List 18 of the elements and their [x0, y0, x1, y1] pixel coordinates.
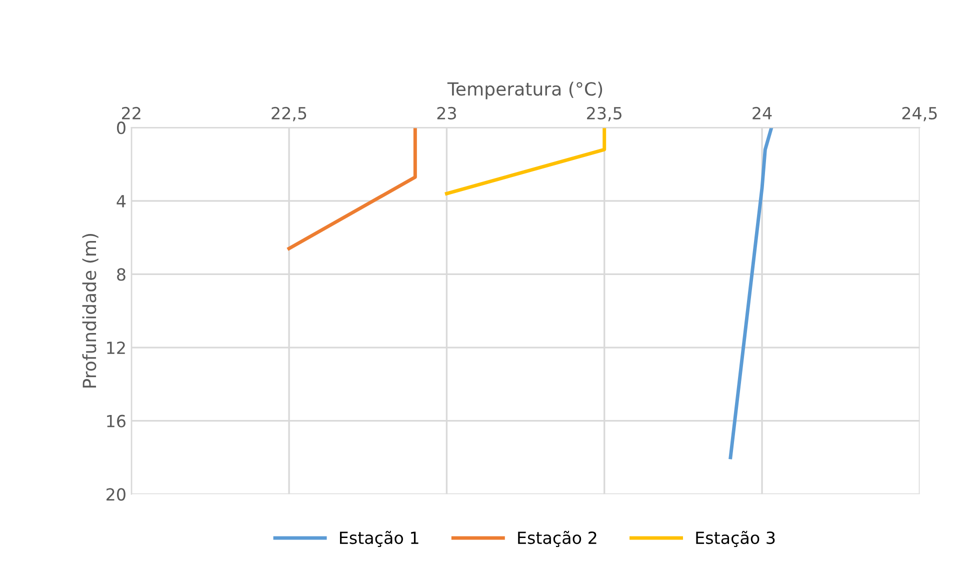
- y-tick-label: 16: [107, 414, 126, 428]
- y-tick-label: 20: [106, 488, 126, 501]
- legend-label: Estação 3: [696, 530, 775, 548]
- x-tick-label: 22: [122, 106, 140, 120]
- line-series: [728, 128, 774, 460]
- legend-label: Estação 1: [340, 530, 418, 548]
- x-tick-label: 23: [437, 106, 456, 120]
- y-tick-label: 8: [117, 268, 126, 281]
- x-tick-label: 24,5: [902, 106, 937, 122]
- x-tick-label: 24: [752, 106, 772, 120]
- x-tick-label: 22,5: [272, 106, 306, 122]
- y-axis-title: Profundidade (m): [82, 234, 98, 388]
- y-tick-label: 0: [117, 122, 126, 134]
- y-tick-label: 12: [107, 342, 125, 354]
- legend-label: Estação 2: [518, 530, 596, 548]
- x-axis-title: Temperatura (°C): [447, 82, 602, 100]
- y-tick-label: 4: [116, 195, 126, 208]
- x-tick-label: 23,5: [587, 106, 622, 122]
